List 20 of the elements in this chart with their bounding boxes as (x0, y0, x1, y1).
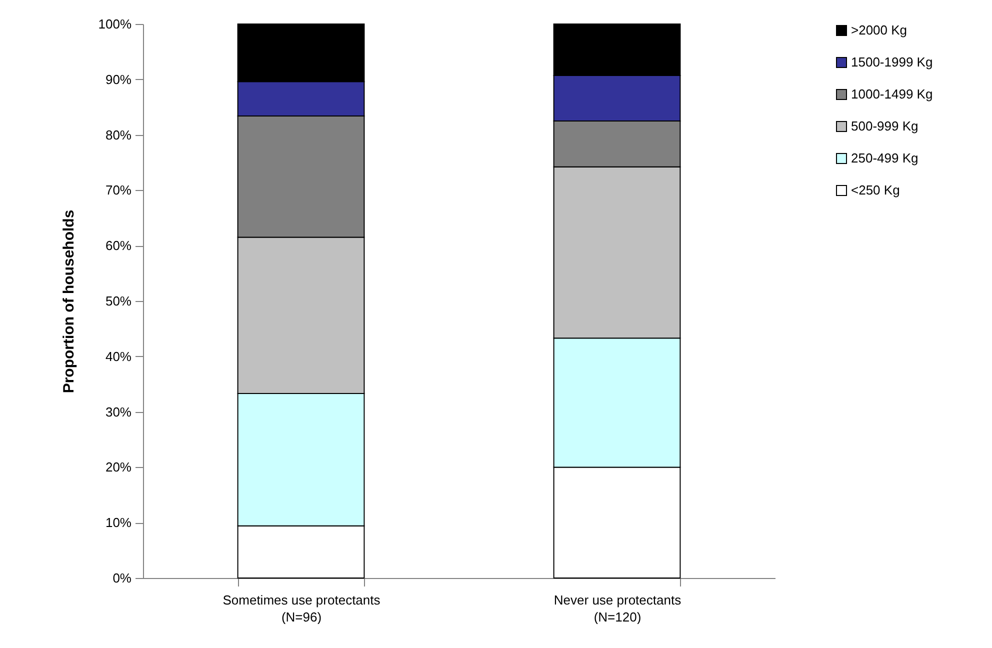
legend-label: 1000-1499 Kg (851, 86, 933, 102)
y-tick-label: 90% (105, 72, 132, 87)
y-tick-label: 30% (105, 404, 132, 420)
legend-label: 500-999 Kg (851, 118, 918, 134)
y-tick-label: 60% (105, 238, 132, 254)
x-tick-label: Sometimes use protectants (N=96) (222, 592, 381, 624)
x-tick-label: Never use protectants (N=120) (554, 592, 682, 624)
y-axis-title: Proportion of households (60, 210, 78, 394)
legend-label: <250 Kg (851, 182, 900, 198)
legend-label: 1500-1999 Kg (851, 54, 933, 70)
y-tick-label: 20% (105, 460, 132, 475)
y-tick-label: 50% (105, 294, 132, 308)
y-tick-label: 70% (105, 182, 132, 198)
y-tick-label: 0% (112, 570, 132, 586)
y-tick-label: 40% (105, 348, 132, 364)
y-tick-label: 10% (105, 515, 132, 530)
y-tick-label: 100% (98, 16, 132, 32)
legend-label: 250-499 Kg (851, 150, 918, 166)
legend-label: >2000 Kg (851, 22, 908, 38)
y-tick-label: 80% (105, 127, 132, 142)
